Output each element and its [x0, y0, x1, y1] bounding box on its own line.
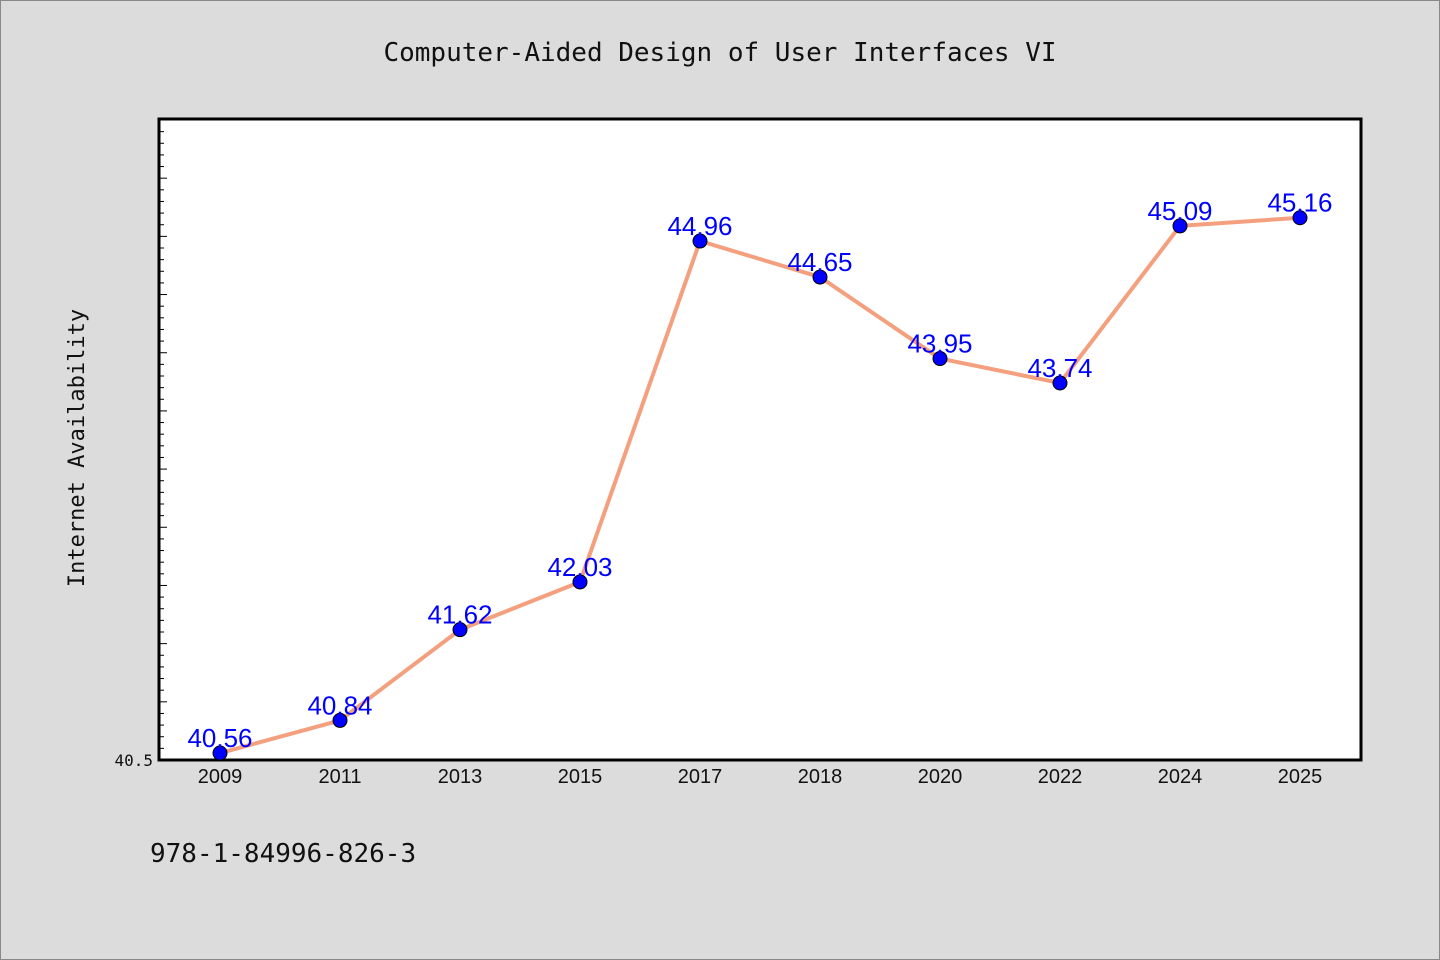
data-label: 43.95 [907, 329, 972, 359]
y-axis-ticks [160, 119, 167, 761]
data-point [212, 745, 228, 761]
x-tick-label: 2009 [198, 766, 243, 788]
x-tick-label: 2013 [438, 766, 483, 788]
x-tick-label: 2024 [1158, 766, 1203, 788]
data-point [1172, 218, 1188, 234]
footnote-isbn: 978-1-84996-826-3 [150, 839, 416, 869]
data-label: 45.09 [1147, 196, 1212, 226]
data-label: 40.84 [307, 690, 372, 720]
series-line [218, 215, 1302, 756]
data-point [812, 269, 828, 285]
x-tick-label: 2015 [558, 766, 603, 788]
series-line-group [218, 215, 1302, 756]
x-tick-label: 2022 [1038, 766, 1083, 788]
data-point [332, 712, 348, 728]
data-label: 44.96 [667, 211, 732, 241]
x-axis-tick-labels: 2009 2011 2013 2015 2017 2018 2020 2022 2024 2025 [198, 766, 1323, 788]
x-tick-label: 2025 [1278, 766, 1323, 788]
x-tick-label: 2018 [798, 766, 843, 788]
data-label: 42.03 [547, 552, 612, 582]
data-label: 41.62 [427, 600, 492, 630]
x-tick-label: 2017 [678, 766, 723, 788]
data-label: 44.65 [787, 247, 852, 277]
data-point [1052, 375, 1068, 391]
x-tick-label: 2020 [918, 766, 963, 788]
data-point [572, 574, 588, 590]
y-tick-label-min: 40.5 [114, 751, 153, 770]
data-markers [212, 210, 1308, 761]
chart-title: Computer-Aided Design of User Interfaces… [383, 38, 1056, 68]
plot-area [157, 117, 1363, 762]
data-point [932, 351, 948, 367]
x-tick-label: 2011 [318, 766, 361, 788]
data-labels: 40.56 40.84 41.62 42.03 44.96 44.65 43.95 43.74… [187, 188, 1332, 753]
data-label: 43.74 [1027, 353, 1092, 383]
data-label: 45.16 [1267, 188, 1332, 218]
data-point [1292, 210, 1308, 226]
data-label: 40.56 [187, 723, 252, 753]
data-point [692, 233, 708, 249]
y-axis-label: Internet Availability [65, 309, 90, 587]
data-point [452, 622, 468, 638]
